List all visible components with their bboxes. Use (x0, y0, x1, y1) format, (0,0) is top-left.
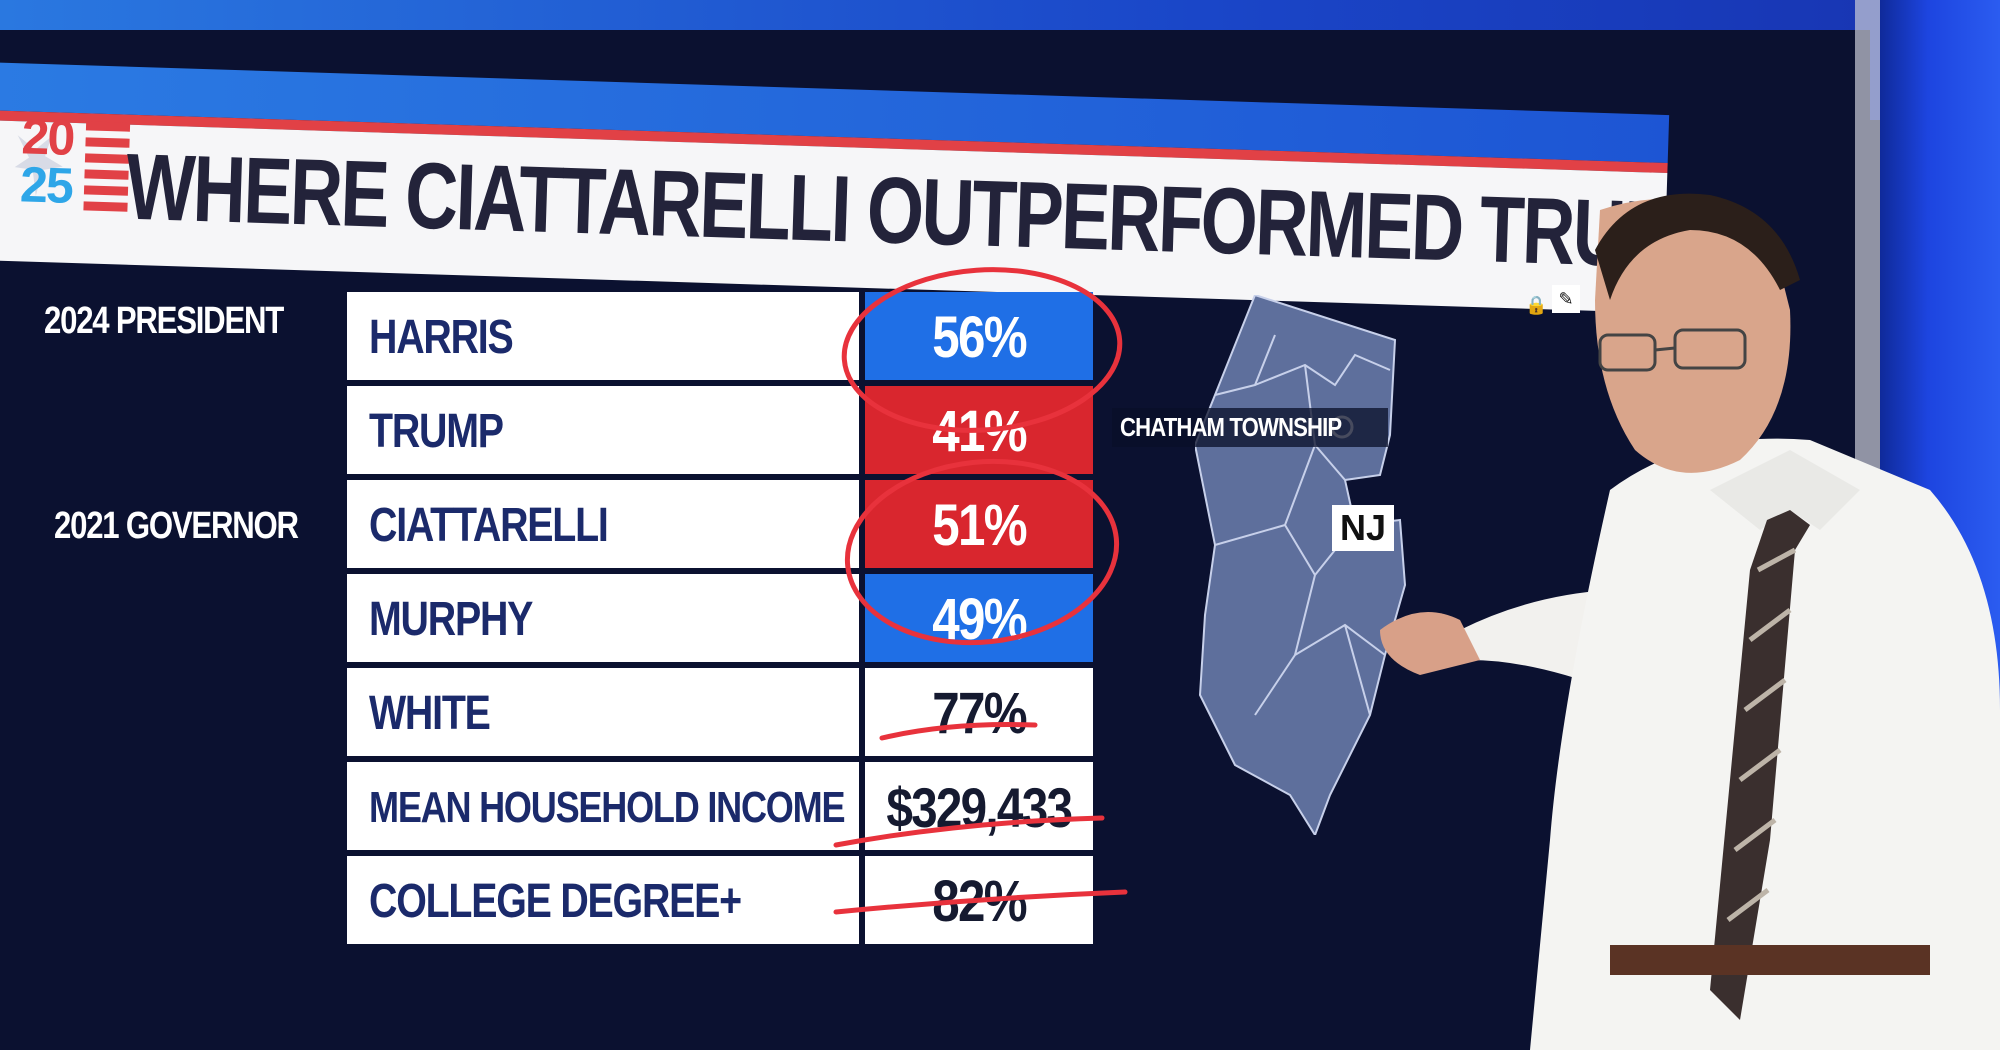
row-label: MEAN HOUSEHOLD INCOME (347, 762, 859, 850)
row-label: MURPHY (347, 574, 859, 662)
row-value: 49% (865, 574, 1093, 662)
table-row-harris: HARRIS 56% (347, 292, 1095, 380)
logo-year-bottom: 25 (19, 156, 73, 214)
presenter (1380, 193, 2000, 1050)
row-label: CIATTARELLI (347, 480, 859, 568)
row-value: 77% (865, 668, 1093, 756)
lock-icon[interactable]: 🔒 (1525, 295, 1548, 315)
flag-stripes-icon (14, 121, 131, 212)
row-value: 82% (865, 856, 1093, 944)
table-row-income: MEAN HOUSEHOLD INCOME $329,433 (347, 762, 1095, 850)
table-row-white: WHITE 77% (347, 668, 1095, 756)
table-row-ciattarelli: CIATTARELLI 51% (347, 480, 1095, 568)
election-2025-logo: 20 25 (5, 105, 138, 219)
pen-tool-icon[interactable]: ✎ (1552, 285, 1580, 313)
section-label-president: 2024 PRESIDENT (44, 300, 284, 342)
table-row-trump: TRUMP 41% (347, 386, 1095, 474)
title-banner: 20 25 WHERE CIATTARELLI OUTPERFORMED TRU… (0, 62, 1730, 325)
row-label: COLLEGE DEGREE+ (347, 856, 859, 944)
row-value: $329,433 (865, 762, 1093, 850)
row-value: 56% (865, 292, 1093, 380)
table-row-murphy: MURPHY 49% (347, 574, 1095, 662)
section-label-governor: 2021 GOVERNOR (54, 505, 299, 547)
location-label: CHATHAM TOWNSHIP (1112, 408, 1389, 447)
state-label: NJ (1332, 505, 1395, 551)
row-value: 51% (865, 480, 1093, 568)
row-label: HARRIS (347, 292, 859, 380)
table-row-college: COLLEGE DEGREE+ 82% (347, 856, 1095, 944)
row-label: WHITE (347, 668, 859, 756)
row-label: TRUMP (347, 386, 859, 474)
glasses-icon (1598, 328, 1747, 372)
row-value: 41% (865, 386, 1093, 474)
logo-year-top: 20 (20, 108, 75, 166)
